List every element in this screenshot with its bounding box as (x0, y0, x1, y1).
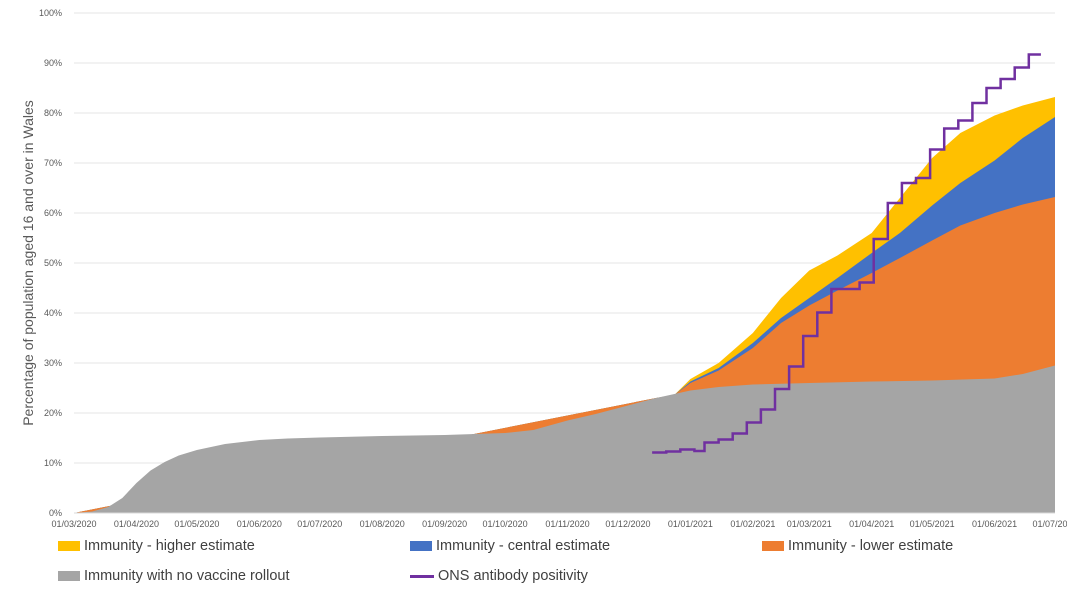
y-axis-label: Percentage of population aged 16 and ove… (20, 100, 36, 426)
x-tick-label: 01/05/2021 (910, 519, 955, 529)
x-tick-label: 01/04/2021 (849, 519, 894, 529)
x-tick-label: 01/07/2020 (297, 519, 342, 529)
y-tick-label: 70% (44, 158, 62, 168)
y-tick-label: 0% (49, 508, 62, 518)
x-tick-label: 01/09/2020 (422, 519, 467, 529)
x-tick-label: 01/12/2020 (605, 519, 650, 529)
x-tick-label: 01/06/2021 (972, 519, 1017, 529)
line-ons-antibody-positivity (652, 53, 1041, 454)
x-tick-label: 01/05/2020 (174, 519, 219, 529)
x-tick-label: 01/08/2020 (360, 519, 405, 529)
line-series (652, 53, 1041, 454)
y-tick-label: 30% (44, 358, 62, 368)
x-tick-label: 01/03/2021 (787, 519, 832, 529)
y-axis-ticks: 0% 10% 20% 30% 40% 50% 60% 70% 80% 90% 100% (39, 8, 62, 518)
y-tick-label: 40% (44, 308, 62, 318)
x-axis-ticks: 01/03/2020 01/04/2020 01/05/2020 01/06/2020… (51, 519, 1067, 529)
x-tick-label: 01/03/2020 (51, 519, 96, 529)
x-tick-label: 01/04/2020 (114, 519, 159, 529)
y-tick-label: 20% (44, 408, 62, 418)
area-series (74, 97, 1055, 513)
area-immunity-with-no-vaccine-rollout (74, 365, 1055, 513)
y-tick-label: 50% (44, 258, 62, 268)
x-tick-label: 01/01/2021 (668, 519, 713, 529)
x-tick-label: 01/11/2020 (545, 519, 589, 529)
x-tick-label: 01/06/2020 (237, 519, 282, 529)
x-tick-label: 01/10/2020 (483, 519, 528, 529)
y-tick-label: 10% (44, 458, 62, 468)
x-tick-label: 01/07/2021 (1032, 519, 1067, 529)
gridlines (74, 12, 1055, 464)
y-tick-label: 60% (44, 208, 62, 218)
y-tick-label: 80% (44, 108, 62, 118)
y-tick-label: 90% (44, 58, 62, 68)
y-tick-label: 100% (39, 8, 62, 18)
x-tick-label: 01/02/2021 (730, 519, 775, 529)
